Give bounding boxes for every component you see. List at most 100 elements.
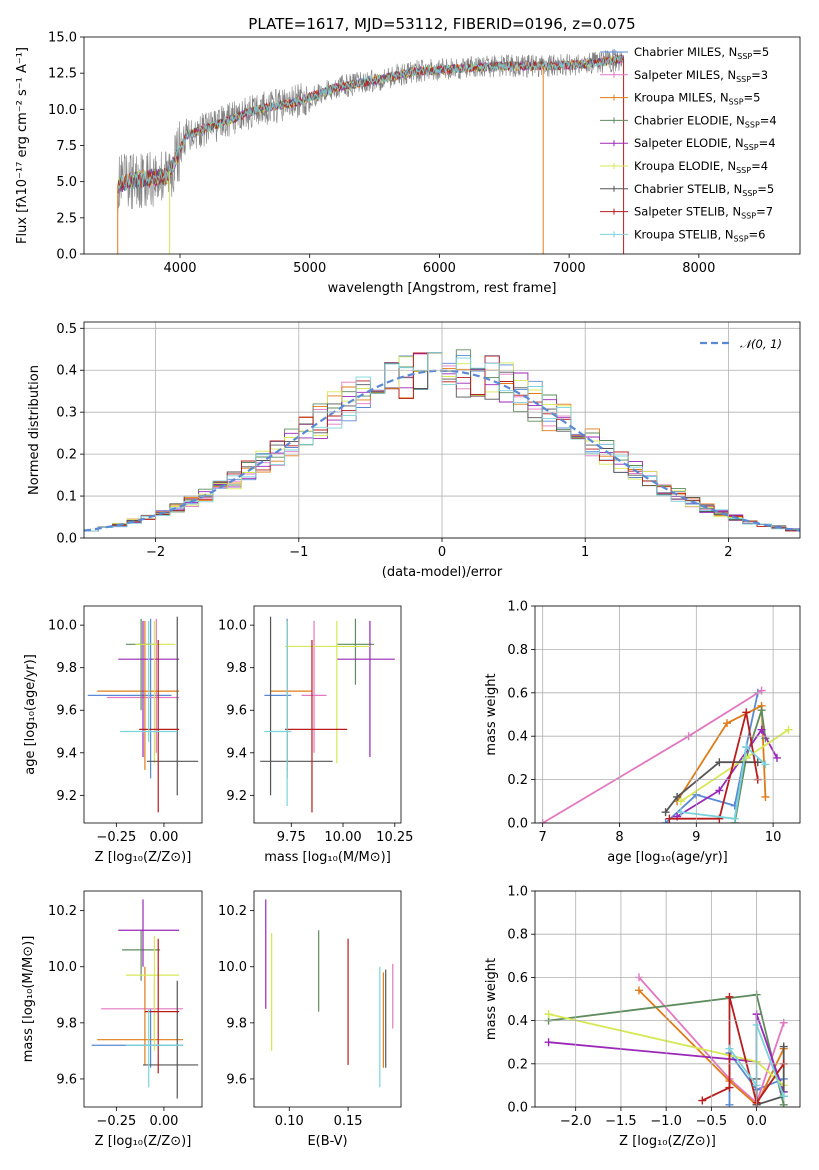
y-tick-label: 10.0 bbox=[218, 960, 247, 975]
x-tick-label: −2.0 bbox=[560, 1114, 592, 1129]
weight-series bbox=[676, 743, 770, 823]
plot-area bbox=[87, 616, 199, 813]
plot-area bbox=[538, 686, 793, 823]
x-tick-label: 10 bbox=[765, 830, 782, 845]
axes-frame bbox=[534, 605, 801, 824]
errorbar-point bbox=[143, 980, 199, 1099]
plus-marker bbox=[779, 1100, 788, 1107]
y-tick-label: 12.5 bbox=[48, 67, 77, 82]
plus-marker bbox=[779, 1042, 788, 1051]
y-axis-label: age [log₁₀(age/yr)] bbox=[23, 654, 38, 775]
axes-frame bbox=[253, 605, 402, 824]
errorbar-point bbox=[285, 620, 370, 764]
x-tick-label: 0.15 bbox=[334, 1114, 363, 1129]
plus-marker bbox=[725, 1044, 734, 1053]
x-tick-label: 5000 bbox=[293, 261, 326, 276]
axes-frame bbox=[83, 890, 203, 1108]
y-axis-label: mass weight bbox=[484, 958, 499, 1040]
y-tick-label: 9.6 bbox=[56, 704, 77, 719]
y-tick-label: 2.5 bbox=[56, 211, 77, 226]
x-tick-label: 6000 bbox=[423, 261, 456, 276]
y-tick-label: 9.4 bbox=[56, 746, 77, 761]
x-axis-label: Z [log₁₀(Z/Z⊙)] bbox=[95, 1134, 192, 1149]
y-tick-label: 0.6 bbox=[507, 971, 528, 986]
y-axis-label: Flux [fλ10⁻¹⁷ erg cm⁻² s⁻¹ A⁻¹] bbox=[15, 47, 30, 244]
x-tick-label: 7 bbox=[539, 830, 547, 845]
legend: 𝒩(0, 1) bbox=[700, 337, 782, 351]
y-tick-label: 9.8 bbox=[226, 661, 247, 676]
x-axis-label: wavelength [Angstrom, rest frame] bbox=[328, 281, 557, 296]
panel-age-vs-mass: 9.75 10.00 10.25 9.2 9.4 9.6 9.8 10.0 mass [log₁… bbox=[218, 605, 413, 865]
weight-line bbox=[680, 745, 767, 820]
y-tick-label: 0.8 bbox=[507, 928, 528, 943]
x-tick-label: −1 bbox=[289, 545, 308, 560]
legend-label: Kroupa MILES, NSSP=5 bbox=[634, 91, 760, 107]
plus-marker bbox=[673, 792, 682, 801]
x-axis-label: mass [log₁₀(M/M⊙)] bbox=[264, 850, 391, 865]
y-tick-label: 0.0 bbox=[56, 248, 77, 263]
errorbar-point bbox=[264, 620, 292, 806]
weight-line bbox=[669, 712, 759, 820]
weight-series bbox=[665, 708, 762, 823]
plus-marker bbox=[676, 808, 685, 817]
x-tick-label: −1.0 bbox=[650, 1114, 682, 1129]
x-tick-label: 0.00 bbox=[149, 830, 178, 845]
plus-marker bbox=[661, 808, 670, 817]
plus-marker bbox=[779, 1018, 788, 1027]
errorbar-point bbox=[144, 938, 180, 1074]
panel-weight-vs-age: 7 8 9 10 0.0 0.2 0.4 0.6 0.8 1.0 age [log₁₀(age/yr… bbox=[484, 600, 801, 865]
plus-marker bbox=[784, 725, 793, 734]
y-tick-label: 1.0 bbox=[507, 600, 528, 615]
errorbar-point bbox=[122, 930, 161, 981]
y-tick-label: 0.2 bbox=[507, 1057, 528, 1072]
weight-series bbox=[673, 725, 781, 821]
y-tick-label: 0.0 bbox=[507, 1101, 528, 1116]
legend-label: 𝒩(0, 1) bbox=[740, 337, 782, 351]
plus-marker bbox=[723, 719, 732, 728]
x-tick-label: 7000 bbox=[553, 261, 586, 276]
x-axis-label: age [log₁₀(age/yr)] bbox=[607, 850, 728, 865]
errorbar-point bbox=[260, 616, 333, 796]
plus-marker bbox=[665, 814, 674, 823]
plus-marker bbox=[761, 792, 770, 801]
errorbar-point bbox=[285, 640, 348, 813]
weight-series bbox=[673, 701, 770, 806]
y-tick-label: 10.0 bbox=[48, 619, 77, 634]
x-axis-label: (data-model)/error bbox=[382, 565, 503, 580]
plus-marker bbox=[730, 814, 739, 823]
chart-title: PLATE=1617, MJD=53112, FIBERID=0196, z=0… bbox=[248, 15, 635, 33]
y-tick-label: 9.6 bbox=[56, 1072, 77, 1087]
legend-label: Kroupa STELIB, NSSP=6 bbox=[634, 227, 765, 243]
y-tick-label: 9.2 bbox=[226, 789, 247, 804]
y-tick-label: 10.0 bbox=[218, 619, 247, 634]
x-tick-label: 8000 bbox=[682, 261, 715, 276]
errorbar-point bbox=[139, 640, 180, 813]
errorbar-point bbox=[118, 899, 180, 967]
plot-area bbox=[91, 899, 199, 1099]
legend-label: Kroupa ELODIE, NSSP=4 bbox=[634, 159, 768, 175]
plus-marker bbox=[635, 986, 644, 995]
errorbar-point bbox=[336, 618, 375, 685]
axes-frame bbox=[83, 605, 203, 824]
x-axis-label: Z [log₁₀(Z/Z⊙)] bbox=[619, 1134, 716, 1149]
errorbar-point bbox=[87, 618, 172, 779]
plus-marker bbox=[761, 760, 770, 769]
x-tick-label: 0.0 bbox=[746, 1114, 767, 1129]
x-tick-label: 0.00 bbox=[149, 1114, 178, 1129]
x-tick-label: −0.25 bbox=[96, 1114, 136, 1129]
errorbar-point bbox=[301, 620, 327, 753]
x-tick-label: 0.10 bbox=[275, 1114, 304, 1129]
plus-marker bbox=[715, 786, 724, 795]
x-tick-label: 0 bbox=[438, 545, 446, 560]
axes-frame bbox=[253, 890, 402, 1108]
y-tick-label: 15.0 bbox=[48, 31, 77, 46]
y-tick-label: 1.0 bbox=[507, 885, 528, 900]
y-tick-label: 10.0 bbox=[48, 103, 77, 118]
plus-marker bbox=[698, 1096, 707, 1105]
plot-area bbox=[260, 616, 395, 813]
errorbar-point bbox=[120, 620, 178, 743]
panel-mass-vs-Z: −0.25 0.00 9.6 9.8 10.0 10.2 Z [log₁₀(Z/Z⊙)] ma… bbox=[21, 890, 203, 1149]
y-tick-label: 0.2 bbox=[507, 773, 528, 788]
y-axis-label: mass [log₁₀(M/M⊙)] bbox=[21, 936, 36, 1063]
weight-line bbox=[680, 728, 789, 803]
